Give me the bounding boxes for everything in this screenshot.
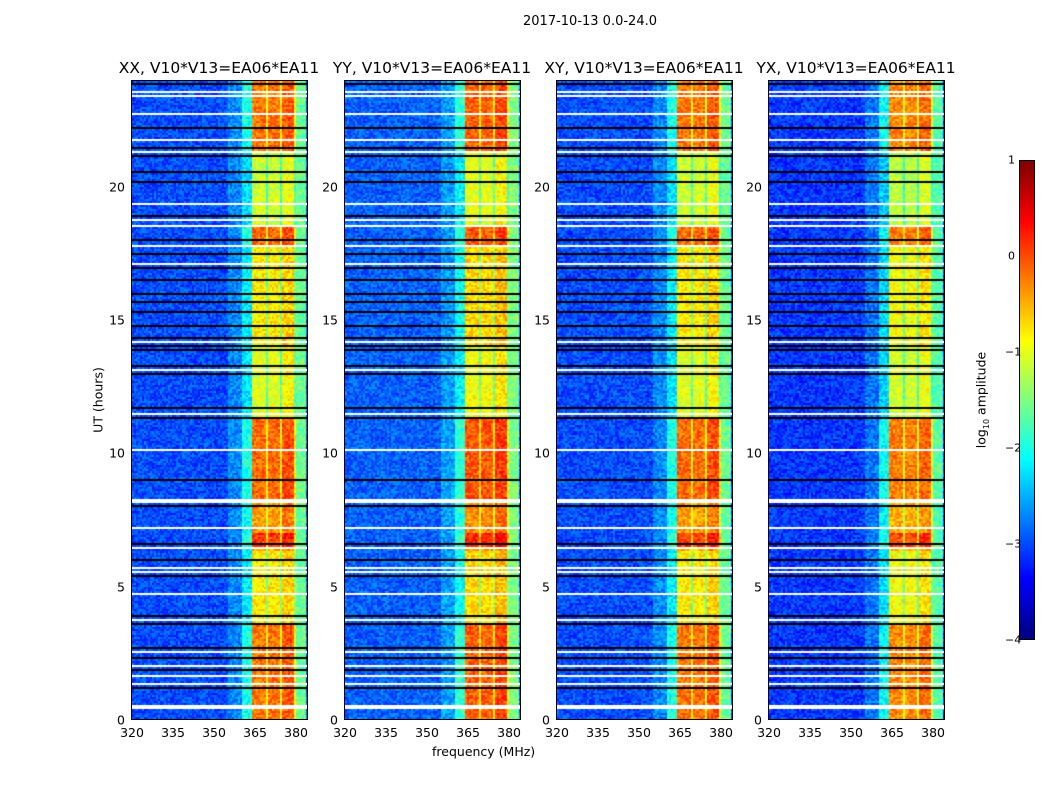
- x-tick-label: 365: [243, 725, 267, 740]
- heatmap-image: [132, 81, 307, 719]
- x-tick-label: 365: [456, 725, 480, 740]
- x-tick-label: 350: [839, 725, 863, 740]
- x-tick-label: 320: [333, 725, 357, 740]
- x-tick-label: 380: [284, 725, 308, 740]
- x-tick-label: 335: [374, 725, 398, 740]
- y-tick-label: 0: [330, 712, 338, 728]
- figure-title: 2017-10-13 0.0-24.0: [523, 14, 657, 29]
- panel-title: YX, V10*V13=EA06*EA11: [756, 59, 956, 77]
- x-tick-label: 365: [668, 725, 692, 740]
- y-tick-label: 5: [117, 579, 125, 595]
- x-tick-label: 335: [798, 725, 822, 740]
- heatmap-image: [345, 81, 520, 719]
- heatmap-panel: [344, 80, 521, 720]
- colorbar-tick-label: 1: [1008, 153, 1015, 167]
- colorbar-tick-label: −3: [1005, 537, 1022, 551]
- x-tick-label: 320: [120, 725, 144, 740]
- y-axis-label: UT (hours): [90, 367, 106, 433]
- y-tick-label: 10: [746, 445, 762, 461]
- y-tick-label: 0: [117, 712, 125, 728]
- y-tick-label: 20: [534, 179, 550, 195]
- heatmap-image: [769, 81, 944, 719]
- y-tick-label: 5: [330, 579, 338, 595]
- y-tick-label: 20: [746, 179, 762, 195]
- panel-title: YY, V10*V13=EA06*EA11: [332, 59, 532, 77]
- x-tick-label: 380: [921, 725, 945, 740]
- y-tick-label: 0: [754, 712, 762, 728]
- x-tick-label: 350: [415, 725, 439, 740]
- y-tick-label: 10: [322, 445, 338, 461]
- heatmap-panel: [556, 80, 733, 720]
- x-tick-label: 380: [709, 725, 733, 740]
- colorbar-tick-label: −1: [1005, 345, 1022, 359]
- x-tick-label: 335: [161, 725, 185, 740]
- colorbar-tick-label: −4: [1005, 633, 1022, 647]
- y-tick-label: 20: [322, 179, 338, 195]
- x-tick-label: 320: [545, 725, 569, 740]
- x-tick-label: 380: [497, 725, 521, 740]
- y-tick-label: 15: [746, 312, 762, 328]
- x-tick-label: 320: [757, 725, 781, 740]
- colorbar-tick-label: 0: [1008, 249, 1015, 263]
- colorbar: [1019, 160, 1035, 640]
- y-tick-label: 15: [109, 312, 125, 328]
- x-tick-label: 350: [627, 725, 651, 740]
- y-tick-label: 5: [542, 579, 550, 595]
- y-tick-label: 20: [109, 179, 125, 195]
- panel-title: XX, V10*V13=EA06*EA11: [118, 59, 320, 77]
- y-tick-label: 0: [542, 712, 550, 728]
- panel-title: XY, V10*V13=EA06*EA11: [544, 59, 744, 77]
- y-tick-label: 10: [534, 445, 550, 461]
- y-tick-label: 10: [109, 445, 125, 461]
- x-tick-label: 335: [586, 725, 610, 740]
- heatmap-image: [557, 81, 732, 719]
- x-tick-label: 350: [202, 725, 226, 740]
- x-tick-label: 365: [880, 725, 904, 740]
- colorbar-tick-label: −2: [1005, 441, 1022, 455]
- x-axis-label: frequency (MHz): [432, 744, 536, 759]
- y-tick-label: 15: [534, 312, 550, 328]
- y-tick-label: 5: [754, 579, 762, 595]
- heatmap-panel: [768, 80, 945, 720]
- colorbar-label: log10 amplitude: [973, 351, 991, 449]
- y-tick-label: 15: [322, 312, 338, 328]
- heatmap-panel: [131, 80, 308, 720]
